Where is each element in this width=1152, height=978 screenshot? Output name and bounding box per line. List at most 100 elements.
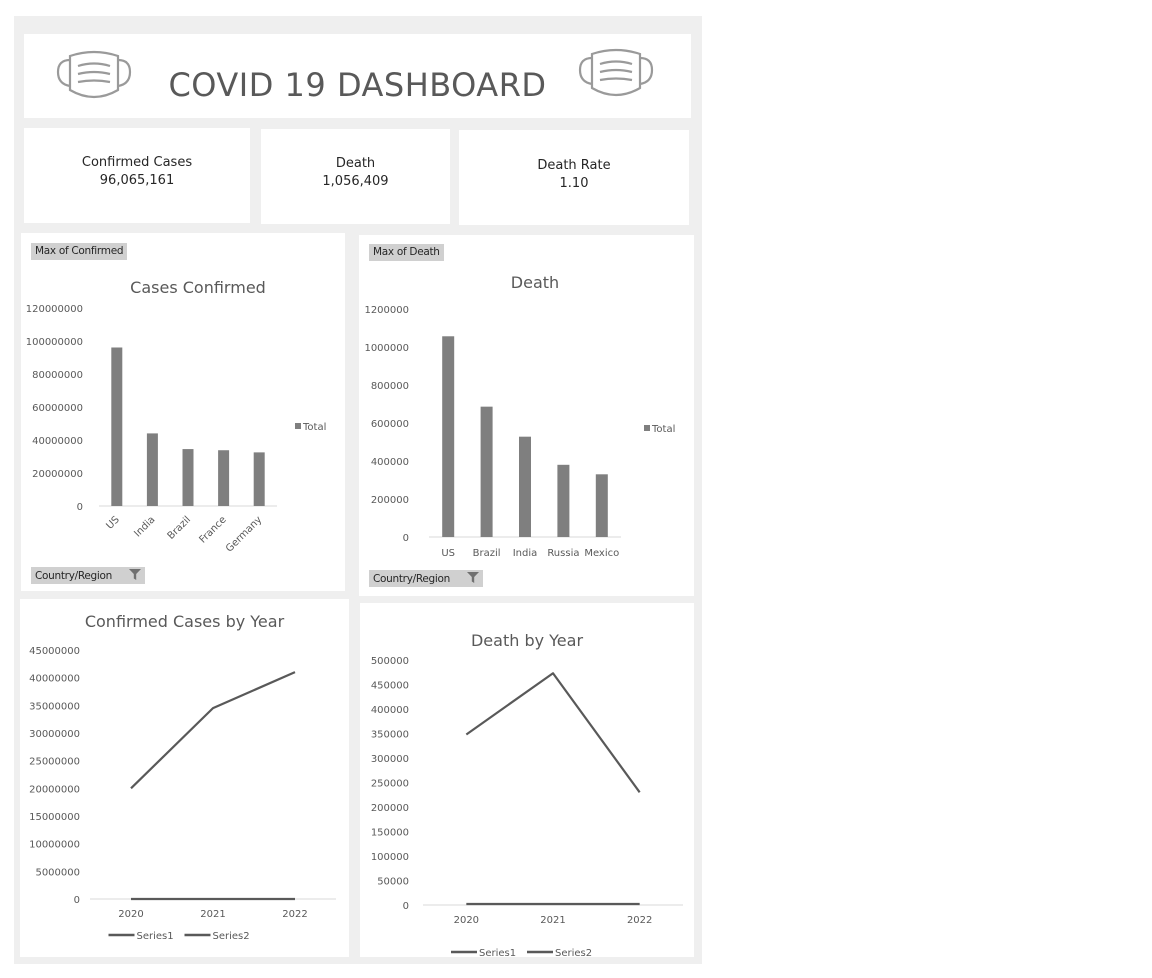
- x-tick-label: India: [132, 514, 157, 539]
- y-tick-label: 30000000: [29, 729, 80, 740]
- x-tick-label: Brazil: [473, 548, 501, 559]
- y-tick-label: 80000000: [32, 370, 83, 381]
- bar: [111, 347, 123, 506]
- x-tick-label: Mexico: [584, 548, 619, 559]
- cases-value-field-button[interactable]: Max of Confirmed: [31, 243, 128, 260]
- x-tick-label: 2020: [118, 909, 143, 920]
- filter-icon: [467, 572, 480, 583]
- legend-label: Series2: [555, 948, 592, 957]
- kpi-label: Death: [335, 156, 376, 171]
- y-tick-label: 0: [403, 901, 409, 912]
- kpi-death-rate-card: Death Rate 1.10: [459, 130, 689, 225]
- x-tick-label: Brazil: [166, 514, 194, 542]
- y-tick-label: 500000: [371, 656, 409, 667]
- legend-label: Series2: [213, 931, 250, 942]
- chart-title: Death: [511, 273, 559, 292]
- y-tick-label: 20000000: [32, 469, 83, 480]
- legend-label: Series1: [137, 931, 174, 942]
- kpi-death-card: Death 1,056,409: [261, 129, 450, 224]
- y-tick-label: 600000: [371, 419, 409, 430]
- y-tick-label: 10000000: [29, 840, 80, 851]
- x-tick-label: 2021: [540, 915, 565, 926]
- y-tick-label: 300000: [371, 754, 409, 765]
- death-chart-panel: Max of Death Death 0 200000 400000 600000 800…: [359, 235, 694, 596]
- y-tick-label: 40000000: [32, 436, 83, 447]
- x-tick-label: France: [197, 514, 228, 545]
- y-tick-label: 60000000: [32, 403, 83, 414]
- kpi-value: 1.10: [559, 176, 589, 191]
- bar: [442, 336, 455, 537]
- y-tick-label: 150000: [371, 828, 409, 839]
- field-label: Country/Region: [373, 573, 450, 585]
- y-tick-label: 120000000: [26, 304, 83, 315]
- cases-confirmed-chart: Cases Confirmed 0 20000000 40000000 60000000…: [26, 278, 327, 555]
- legend-label: Total: [651, 424, 675, 435]
- bar: [146, 433, 158, 506]
- y-tick-label: 400000: [371, 457, 409, 468]
- chart-title: Death by Year: [471, 631, 583, 650]
- kpi-confirmed-card: Confirmed Cases 96,065,161: [24, 128, 250, 223]
- death-chart: Death 0 200000 400000 600000 800000 1000000 120…: [364, 273, 675, 559]
- y-tick-label: 5000000: [35, 867, 80, 878]
- y-tick-label: 15000000: [29, 812, 80, 823]
- death-axis-field-button[interactable]: Country/Region: [369, 570, 484, 587]
- y-tick-label: 0: [77, 502, 83, 513]
- dashboard: COVID 19 DASHBOARD Confirmed Cases 96,06…: [14, 16, 702, 964]
- y-tick-label: 1200000: [364, 305, 409, 316]
- death-year-chart-panel: Death by Year 0 50000 100000 150000 200000 250…: [360, 603, 694, 957]
- legend-swatch: [644, 425, 650, 431]
- y-tick-label: 1000000: [364, 343, 409, 354]
- y-tick-label: 200000: [371, 495, 409, 506]
- chart-title: Confirmed Cases by Year: [85, 612, 285, 631]
- field-label: Country/Region: [35, 570, 112, 582]
- series-line: [130, 671, 296, 790]
- y-tick-label: 400000: [371, 705, 409, 716]
- bar: [557, 464, 570, 537]
- y-tick-label: 100000: [371, 852, 409, 863]
- death-by-year-chart: Death by Year 0 50000 100000 150000 200000 250…: [371, 631, 683, 957]
- y-tick-label: 20000000: [29, 784, 80, 795]
- dashboard-title: COVID 19 DASHBOARD: [168, 66, 547, 104]
- x-tick-label: US: [104, 514, 121, 531]
- y-tick-label: 800000: [371, 381, 409, 392]
- confirmed-cases-by-year-chart: Confirmed Cases by Year 0 5000000 10000000 1…: [29, 612, 336, 942]
- legend-label: Total: [302, 422, 326, 433]
- kpi-label: Confirmed Cases: [81, 155, 193, 170]
- bar: [595, 474, 608, 537]
- kpi-label: Death Rate: [537, 158, 611, 173]
- cases-axis-field-button[interactable]: Country/Region: [31, 567, 146, 584]
- x-tick-label: 2021: [200, 909, 225, 920]
- y-tick-label: 50000: [377, 877, 409, 888]
- x-tick-label: Russia: [547, 548, 579, 559]
- filter-icon: [129, 569, 142, 580]
- face-mask-icon: [578, 48, 654, 97]
- x-tick-label: US: [441, 548, 455, 559]
- bar: [480, 406, 493, 537]
- kpi-value: 1,056,409: [322, 174, 389, 189]
- kpi-value: 96,065,161: [99, 173, 175, 188]
- y-tick-label: 450000: [371, 681, 409, 692]
- chart-title: Cases Confirmed: [130, 278, 266, 297]
- bar: [218, 450, 230, 506]
- x-tick-label: India: [513, 548, 538, 559]
- y-tick-label: 250000: [371, 779, 409, 790]
- legend-label: Series1: [479, 948, 516, 957]
- death-value-field-button[interactable]: Max of Death: [369, 244, 444, 261]
- y-tick-label: 0: [403, 533, 409, 544]
- face-mask-icon: [56, 50, 132, 99]
- bar: [519, 436, 531, 537]
- cases-year-chart-panel: Confirmed Cases by Year 0 5000000 10000000 1…: [20, 599, 349, 957]
- y-tick-label: 25000000: [29, 757, 80, 768]
- y-tick-label: 350000: [371, 730, 409, 741]
- y-tick-label: 100000000: [26, 337, 83, 348]
- x-tick-label: 2020: [454, 915, 479, 926]
- y-tick-label: 40000000: [29, 674, 80, 685]
- bar: [182, 449, 194, 506]
- y-tick-label: 45000000: [29, 646, 80, 657]
- cases-chart-panel: Max of Confirmed Cases Confirmed 0 2000000…: [21, 233, 345, 591]
- legend-swatch: [295, 423, 301, 429]
- x-tick-label: 2022: [282, 909, 307, 920]
- x-tick-label: Germany: [224, 514, 264, 554]
- x-tick-label: 2022: [627, 915, 652, 926]
- series-line: [465, 672, 641, 793]
